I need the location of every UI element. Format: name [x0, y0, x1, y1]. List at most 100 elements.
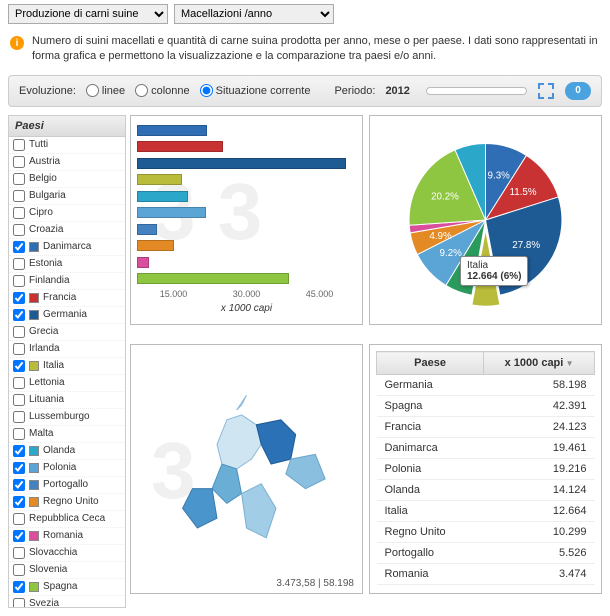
table-header[interactable]: x 1000 capi ▼: [484, 352, 595, 375]
sidebar-item[interactable]: Belgio: [9, 171, 125, 188]
sidebar-item[interactable]: Grecia: [9, 324, 125, 341]
table-row[interactable]: Danimarca19.461: [377, 438, 595, 459]
sidebar-item[interactable]: Italia: [9, 358, 125, 375]
color-swatch: [29, 293, 39, 303]
sidebar-item[interactable]: Irlanda: [9, 341, 125, 358]
sidebar-item[interactable]: Francia: [9, 290, 125, 307]
table-row[interactable]: Francia24.123: [377, 417, 595, 438]
measure-select[interactable]: Macellazioni /anno: [174, 4, 334, 24]
sidebar-item[interactable]: Slovenia: [9, 562, 125, 579]
sidebar-item[interactable]: Spagna: [9, 579, 125, 596]
country-checkbox[interactable]: [13, 309, 25, 321]
country-checkbox[interactable]: [13, 343, 25, 355]
country-checkbox[interactable]: [13, 462, 25, 474]
expand-icon[interactable]: [537, 82, 555, 100]
product-select[interactable]: Produzione di carni suine: [8, 4, 168, 24]
map-range: 3.473,58 | 58.198: [276, 578, 354, 589]
sidebar-item[interactable]: Olanda: [9, 443, 125, 460]
country-checkbox[interactable]: [13, 547, 25, 559]
country-checkbox[interactable]: [13, 292, 25, 304]
country-checkbox[interactable]: [13, 139, 25, 151]
country-checkbox[interactable]: [13, 360, 25, 372]
periodo-value: 2012: [385, 85, 409, 97]
country-label: Repubblica Ceca: [29, 513, 105, 524]
country-checkbox[interactable]: [13, 479, 25, 491]
map-panel: 3 3.473,58 | 58.198: [130, 344, 363, 594]
country-checkbox[interactable]: [13, 564, 25, 576]
country-checkbox[interactable]: [13, 156, 25, 168]
country-checkbox[interactable]: [13, 377, 25, 389]
country-checkbox[interactable]: [13, 411, 25, 423]
radio-colonne[interactable]: colonne: [135, 84, 190, 97]
country-checkbox[interactable]: [13, 241, 25, 253]
table-row[interactable]: Olanda14.124: [377, 480, 595, 501]
sidebar-item[interactable]: Germania: [9, 307, 125, 324]
map-country[interactable]: [242, 484, 276, 538]
sidebar-item[interactable]: Slovacchia: [9, 545, 125, 562]
table-row[interactable]: Polonia19.216: [377, 459, 595, 480]
map-country[interactable]: [237, 396, 247, 411]
sidebar-item[interactable]: Romania: [9, 528, 125, 545]
bar[interactable]: [137, 141, 223, 152]
table-row[interactable]: Romania3.474: [377, 564, 595, 585]
map-country[interactable]: [256, 420, 295, 464]
sidebar-item[interactable]: Repubblica Ceca: [9, 511, 125, 528]
comment-bubble[interactable]: 0: [565, 82, 591, 100]
country-checkbox[interactable]: [13, 326, 25, 338]
table-row[interactable]: Italia12.664: [377, 501, 595, 522]
country-checkbox[interactable]: [13, 581, 25, 593]
sidebar-item[interactable]: Malta: [9, 426, 125, 443]
sidebar-item[interactable]: Tutti: [9, 137, 125, 154]
bar[interactable]: [137, 240, 174, 251]
map-country[interactable]: [286, 455, 325, 489]
sidebar-item[interactable]: Portogallo: [9, 477, 125, 494]
sidebar-item[interactable]: Croazia: [9, 222, 125, 239]
bar[interactable]: [137, 273, 289, 284]
country-label: Slovacchia: [29, 547, 77, 558]
country-checkbox[interactable]: [13, 394, 25, 406]
country-checkbox[interactable]: [13, 445, 25, 457]
map-country[interactable]: [217, 415, 261, 469]
sidebar-item[interactable]: Polonia: [9, 460, 125, 477]
bar[interactable]: [137, 158, 346, 169]
bar[interactable]: [137, 257, 149, 268]
sidebar-item[interactable]: Estonia: [9, 256, 125, 273]
country-checkbox[interactable]: [13, 190, 25, 202]
radio-linee[interactable]: linee: [86, 84, 125, 97]
table-row[interactable]: Regno Unito10.299: [377, 522, 595, 543]
table-row[interactable]: Germania58.198: [377, 375, 595, 396]
sidebar-item[interactable]: Lussemburgo: [9, 409, 125, 426]
country-checkbox[interactable]: [13, 258, 25, 270]
table-row[interactable]: Spagna42.391: [377, 396, 595, 417]
country-checkbox[interactable]: [13, 224, 25, 236]
map-country[interactable]: [212, 464, 242, 503]
period-slider[interactable]: [426, 87, 527, 95]
bar[interactable]: [137, 207, 206, 218]
pie-pct-label: 11.5%: [510, 187, 537, 198]
country-checkbox[interactable]: [13, 275, 25, 287]
table-header[interactable]: Paese: [377, 352, 484, 375]
country-checkbox[interactable]: [13, 598, 25, 607]
sidebar-item[interactable]: Cipro: [9, 205, 125, 222]
sidebar-item[interactable]: Svezia: [9, 596, 125, 607]
sidebar-item[interactable]: Bulgaria: [9, 188, 125, 205]
country-checkbox[interactable]: [13, 496, 25, 508]
sidebar-item[interactable]: Danimarca: [9, 239, 125, 256]
sidebar-item[interactable]: Finlandia: [9, 273, 125, 290]
bar[interactable]: [137, 224, 157, 235]
country-checkbox[interactable]: [13, 207, 25, 219]
bar[interactable]: [137, 174, 182, 185]
sidebar-item[interactable]: Regno Unito: [9, 494, 125, 511]
country-label: Lettonia: [29, 377, 65, 388]
table-row[interactable]: Portogallo5.526: [377, 543, 595, 564]
country-checkbox[interactable]: [13, 173, 25, 185]
sidebar-item[interactable]: Lituania: [9, 392, 125, 409]
sidebar-item[interactable]: Lettonia: [9, 375, 125, 392]
bar[interactable]: [137, 125, 207, 136]
country-checkbox[interactable]: [13, 513, 25, 525]
country-checkbox[interactable]: [13, 530, 25, 542]
radio-situazione[interactable]: Situazione corrente: [200, 84, 311, 97]
bar[interactable]: [137, 191, 188, 202]
sidebar-item[interactable]: Austria: [9, 154, 125, 171]
country-checkbox[interactable]: [13, 428, 25, 440]
